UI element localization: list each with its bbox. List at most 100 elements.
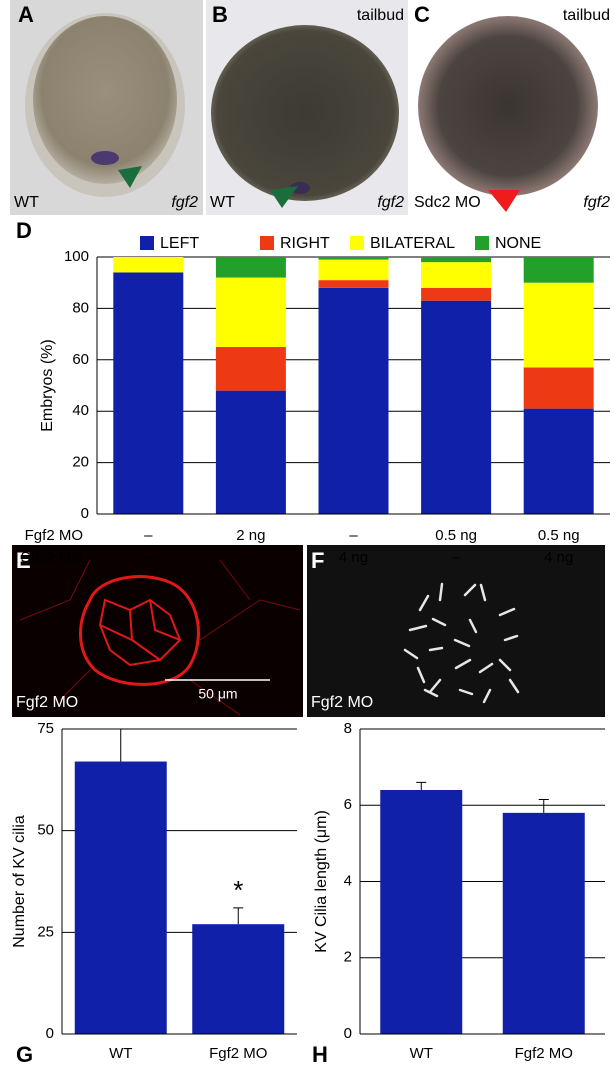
y-tick-label: 0 [81, 505, 89, 522]
panel-e: 50 μm E Fgf2 MO [12, 545, 303, 717]
legend-swatch [350, 236, 364, 250]
bar-segment [318, 257, 389, 260]
legend-label: LEFT [160, 235, 199, 252]
error-bar [416, 781, 427, 790]
y-tick-label: 0 [344, 1025, 352, 1042]
y-tick-label: 25 [37, 923, 54, 940]
embryo [211, 25, 399, 201]
y-tick-label: 0 [46, 1025, 54, 1042]
legend-label: BILATERAL [370, 235, 455, 252]
bar-segment [421, 287, 492, 301]
y-tick-label: 40 [72, 402, 89, 419]
category-label: – [144, 549, 153, 566]
bar-segment [523, 257, 594, 283]
y-tick-label: 50 [37, 822, 54, 839]
panel-letter: E [16, 548, 31, 573]
cilia [403, 582, 520, 704]
x-tick-label: Fgf2 MO [209, 1045, 267, 1062]
bar-segment [318, 280, 389, 288]
y-tick-label: 60 [72, 351, 89, 368]
panel-letter: F [311, 548, 324, 573]
y-tick-label: 80 [72, 299, 89, 316]
y-tick-label: 20 [72, 454, 89, 471]
bar [74, 761, 167, 1034]
category-label: 2 ng [236, 527, 265, 544]
category-label: – [247, 549, 256, 566]
arrowhead [488, 190, 520, 212]
background-cells [19, 559, 301, 716]
bar-segment [215, 390, 286, 514]
error-bar [233, 907, 244, 925]
panel-label: Fgf2 MO [16, 694, 78, 711]
arrowhead [118, 166, 142, 188]
panel-b: B tailbud WT fgf2 [206, 0, 408, 215]
legend-swatch [260, 236, 274, 250]
panel-letter: H [312, 1042, 328, 1067]
stage-label: tailbud [357, 7, 404, 24]
panel-label: Sdc2 MO [414, 194, 481, 211]
bar-segment [215, 346, 286, 391]
y-axis-label: Embryos (%) [39, 339, 56, 431]
x-tick-label: WT [109, 1045, 132, 1062]
panel-label: WT [14, 194, 39, 211]
bar [502, 812, 585, 1034]
category-label: – [144, 527, 153, 544]
gene-label: fgf2 [171, 194, 198, 211]
error-bar [115, 728, 126, 762]
y-tick-label: 2 [344, 949, 352, 966]
gene-label: fgf2 [377, 194, 404, 211]
y-tick-label: 75 [37, 720, 54, 737]
embryo [33, 16, 177, 184]
y-axis-label: KV Cilia length (μm) [313, 810, 330, 953]
y-tick-label: 100 [64, 248, 89, 265]
category-label: 0.5 ng [435, 527, 477, 544]
image-background [307, 545, 605, 717]
y-tick-label: 6 [344, 796, 352, 813]
legend-swatch [475, 236, 489, 250]
annotation: * [233, 875, 243, 905]
panel-f: F Fgf2 MO [307, 545, 605, 717]
panel-letter: G [16, 1042, 33, 1067]
arrowhead [270, 186, 298, 208]
kv-cells [79, 575, 200, 686]
stage-label: tailbud [563, 7, 610, 24]
legend-label: RIGHT [280, 235, 330, 252]
x-tick-label: WT [410, 1045, 433, 1062]
panel-c: C tailbud Sdc2 MO fgf2 [410, 0, 614, 215]
error-bar [538, 799, 549, 813]
y-tick-label: 4 [344, 872, 352, 889]
bar-segment [421, 262, 492, 288]
y-axis-label: Number of KV cilia [11, 815, 28, 948]
bar-segment [215, 257, 286, 278]
bar-segment [523, 367, 594, 409]
panel-letter: C [414, 2, 430, 27]
y-tick-label: 8 [344, 720, 352, 737]
bar-segment [113, 257, 184, 273]
bar-segment [421, 257, 492, 263]
bar-segment [523, 408, 594, 514]
panel-letter: B [212, 2, 228, 27]
category-label: – [349, 527, 358, 544]
stain [290, 182, 310, 194]
bar-segment [113, 272, 184, 514]
bar-segment [318, 259, 389, 281]
panel-letter: A [18, 2, 34, 27]
bar [380, 790, 463, 1034]
stain [91, 151, 119, 165]
panel-a: A WT fgf2 [10, 0, 203, 215]
bar-segment [523, 282, 594, 368]
category-label: 0.5 ng [538, 527, 580, 544]
scale-label: 50 μm [198, 686, 237, 702]
panel-label: Fgf2 MO [311, 694, 373, 711]
legend-label: NONE [495, 235, 541, 252]
category-label: – [452, 549, 461, 566]
legend-swatch [140, 236, 154, 250]
bar [192, 924, 285, 1034]
panel-letter: D [16, 218, 32, 243]
panel-label: WT [210, 194, 235, 211]
row-label: Sdc2 MO [20, 549, 83, 566]
gene-label: fgf2 [583, 194, 610, 211]
category-label: 4 ng [544, 549, 573, 566]
category-label: 4 ng [339, 549, 368, 566]
